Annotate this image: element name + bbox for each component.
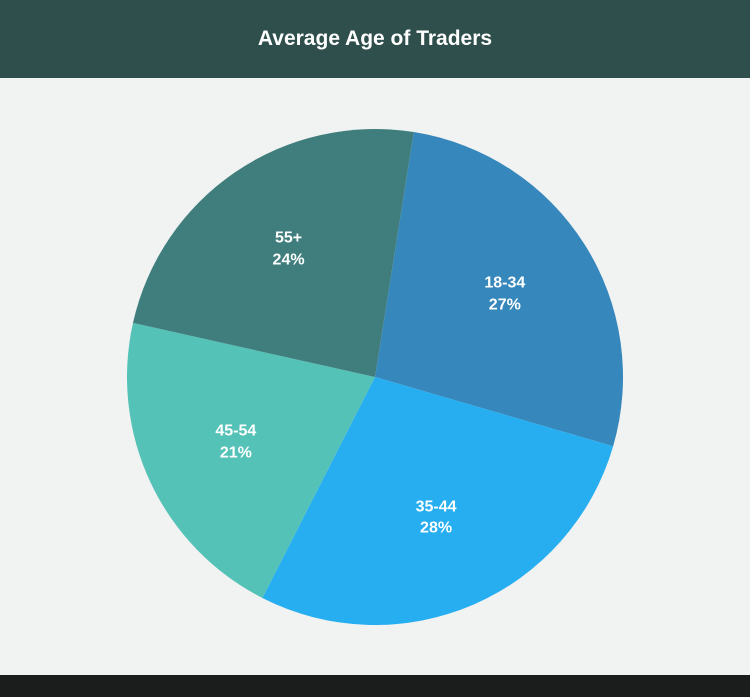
pie-chart: 18-3427% 35-4428% 45-5421% 55+24%: [127, 129, 623, 625]
footer-bar: [0, 675, 750, 697]
pie-label-line2: 24%: [273, 249, 305, 271]
pie-label-45-54: 45-5421%: [215, 420, 256, 463]
header-bar: Average Age of Traders: [0, 0, 750, 78]
pie-label-line1: 55+: [273, 228, 305, 250]
pie-label-18-34: 18-3427%: [484, 273, 525, 316]
pie-svg: [127, 129, 623, 625]
pie-label-line2: 28%: [416, 518, 457, 540]
chart-title: Average Age of Traders: [258, 27, 492, 51]
pie-label-line1: 45-54: [215, 420, 256, 442]
pie-label-55+: 55+24%: [273, 228, 305, 271]
pie-label-line1: 35-44: [416, 496, 457, 518]
pie-label-line1: 18-34: [484, 273, 525, 295]
pie-label-line2: 21%: [215, 442, 256, 464]
chart-area: 18-3427% 35-4428% 45-5421% 55+24%: [0, 78, 750, 675]
pie-label-35-44: 35-4428%: [416, 496, 457, 539]
pie-label-line2: 27%: [484, 294, 525, 316]
